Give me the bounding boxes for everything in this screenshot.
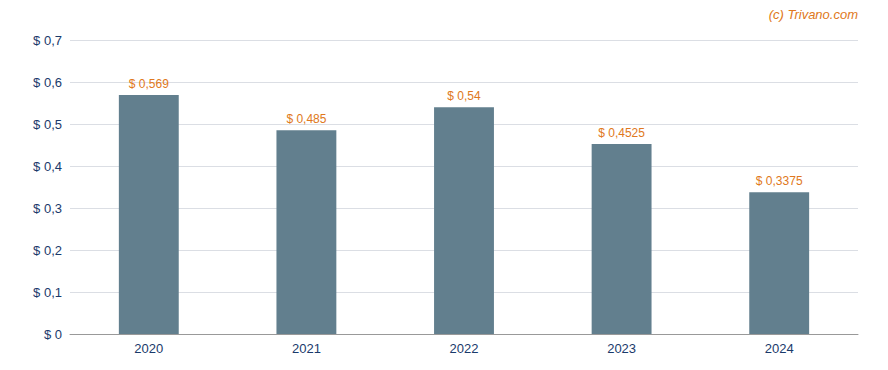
svg-text:$ 0,5: $ 0,5 [33,117,62,132]
svg-text:2023: 2023 [607,341,636,356]
svg-text:$ 0,485: $ 0,485 [286,112,326,126]
svg-text:$ 0,4: $ 0,4 [33,159,62,174]
svg-text:2021: 2021 [292,341,321,356]
svg-text:$ 0,3: $ 0,3 [33,201,62,216]
svg-text:2020: 2020 [134,341,163,356]
svg-text:2022: 2022 [450,341,479,356]
svg-text:$ 0,569: $ 0,569 [129,77,169,91]
svg-text:$ 0,3375: $ 0,3375 [756,174,803,188]
svg-text:$ 0,6: $ 0,6 [33,75,62,90]
svg-text:2024: 2024 [765,341,794,356]
svg-text:(c) Trivano.com: (c) Trivano.com [769,7,858,22]
svg-text:$ 0,1: $ 0,1 [33,285,62,300]
svg-text:$ 0,54: $ 0,54 [447,89,481,103]
svg-text:$ 0,7: $ 0,7 [33,33,62,48]
svg-text:$ 0: $ 0 [44,327,62,342]
svg-text:$ 0,2: $ 0,2 [33,243,62,258]
svg-text:$ 0,4525: $ 0,4525 [598,126,645,140]
